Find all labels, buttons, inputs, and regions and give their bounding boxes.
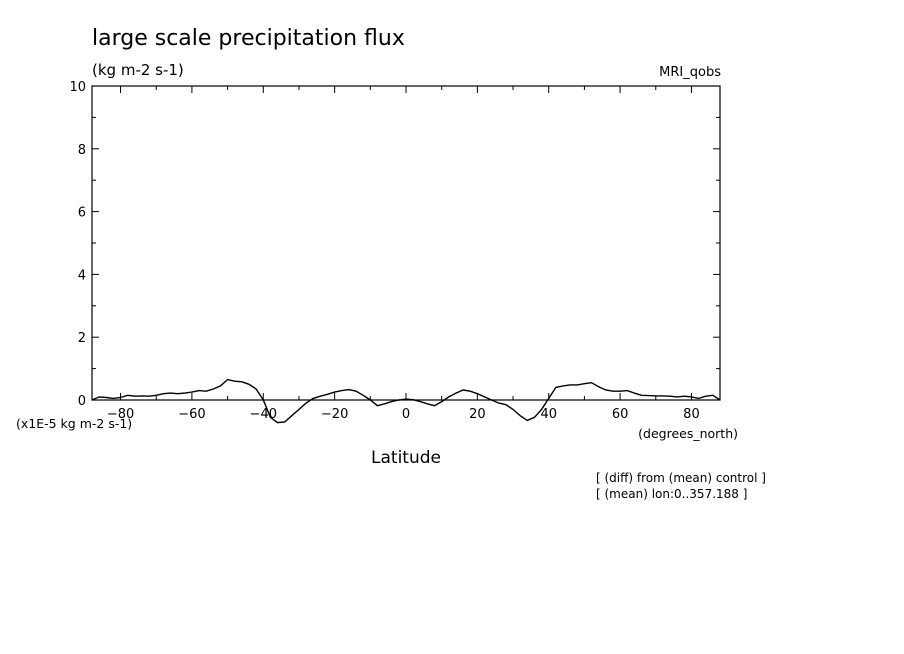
chart-units: (kg m-2 s-1) [92,61,184,79]
chart-title: large scale precipitation flux [92,26,405,51]
x-tick-label: −80 [107,407,134,422]
x-axis-label: Latitude [371,448,441,468]
model-label: MRI_qobs [659,65,721,80]
x-tick-label: 20 [469,407,486,422]
y-tick-label: 2 [78,331,86,346]
plot-frame [91,85,721,401]
y-tick-label: 6 [78,206,86,221]
note-diff: [ (diff) from (mean) control ] [596,471,766,485]
y-tick-label: 4 [78,268,86,283]
x-tick-label: −40 [250,407,277,422]
x-tick-label: 40 [540,407,557,422]
y-tick-label: 10 [69,80,86,95]
x-unit-label: (degrees_north) [638,426,738,441]
x-tick-label: −20 [321,407,348,422]
x-tick-label: 80 [683,407,700,422]
axis-ticks [92,85,720,401]
y-tick-label: 8 [78,143,86,158]
scale-note: (x1E-5 kg m-2 s-1) [16,416,132,431]
x-tick-label: 60 [612,407,629,422]
x-tick-label: −60 [178,407,205,422]
tick-labels: −80 −60 −40 −20 0 20 40 60 80 0 2 4 6 8 10 [69,80,699,422]
note-mean: [ (mean) lon:0..357.188 ] [596,487,747,501]
y-tick-label: 0 [78,394,86,409]
x-tick-label: 0 [402,407,410,422]
series-line [91,378,721,424]
